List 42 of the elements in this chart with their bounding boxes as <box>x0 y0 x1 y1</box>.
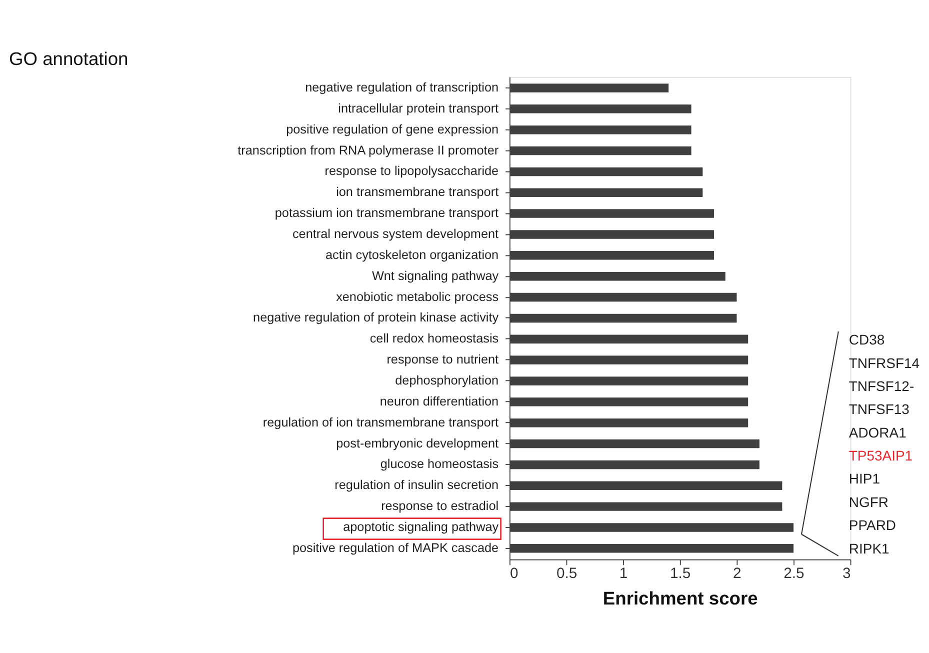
y-tick-label: positive regulation of MAPK cascade <box>292 540 499 555</box>
y-tick-label: regulation of insulin secretion <box>334 478 499 492</box>
x-tick-label: 1.5 <box>670 566 691 582</box>
y-tick-label: xenobiotic metabolic process <box>336 290 499 304</box>
y-tick-label: response to nutrient <box>386 352 500 367</box>
y-tick-label: negative regulation of protein kinase activity <box>253 310 500 325</box>
annotation: HIP1 <box>848 470 880 487</box>
x-tick-label: 3 <box>842 566 851 582</box>
y-tick-label: regulation of ion transmembrane transport <box>262 415 500 430</box>
y-tick-label: actin cytoskeleton organization <box>326 248 499 262</box>
x-tick-label: 2 <box>733 566 742 582</box>
x-tick-label: 0 <box>510 566 518 582</box>
y-tick-label: glucose homeostasis <box>380 457 499 472</box>
y-tick-label: central nervous system development <box>292 226 500 241</box>
annotation: RIPK1 <box>848 540 890 556</box>
y-tick-label: positive regulation of gene expression <box>286 122 499 136</box>
y-tick-label: negative regulation of transcription <box>305 80 499 94</box>
y-tick-label: ion transmembrane transport <box>336 185 500 200</box>
y-tick-label: response to estradiol <box>381 499 499 514</box>
x-tick-label: 0.5 <box>556 566 578 582</box>
annotation: TP53AIP1 <box>848 448 913 464</box>
y-tick-label: dephosphorylation <box>395 373 499 388</box>
x-tick-label: 2.5 <box>784 566 804 582</box>
annotation: TNFSF13 <box>848 401 910 418</box>
y-tick-label: response to lipopolysaccharide <box>324 164 499 178</box>
y-tick-label: neuron differentiation <box>380 394 499 408</box>
annotation: CD38 <box>848 332 885 348</box>
text: GO annotation <box>8 48 128 69</box>
y-tick-label: Wnt signaling pathway <box>372 268 500 283</box>
annotation: TNFRSF14 <box>848 354 920 371</box>
y-tick-label: cell redox homeostasis <box>370 332 499 346</box>
y-tick-label: transcription from RNA polymerase II promoter <box>238 143 499 158</box>
x-axis-title: Enrichment score <box>602 587 758 608</box>
annotation: NGFR <box>848 494 888 510</box>
y-tick-label: potassium ion transmembrane transport <box>274 206 500 220</box>
annotation: TNFSF12- <box>848 378 914 394</box>
annotation: PPARD <box>848 517 896 534</box>
annotation: ADORA1 <box>848 424 907 440</box>
y-tick-label: post-embryonic development <box>336 436 500 450</box>
y-tick-label: apoptotic signaling pathway <box>343 520 500 534</box>
y-tick-label: intracellular protein transport <box>338 101 500 116</box>
x-tick-label: 1 <box>619 566 628 582</box>
